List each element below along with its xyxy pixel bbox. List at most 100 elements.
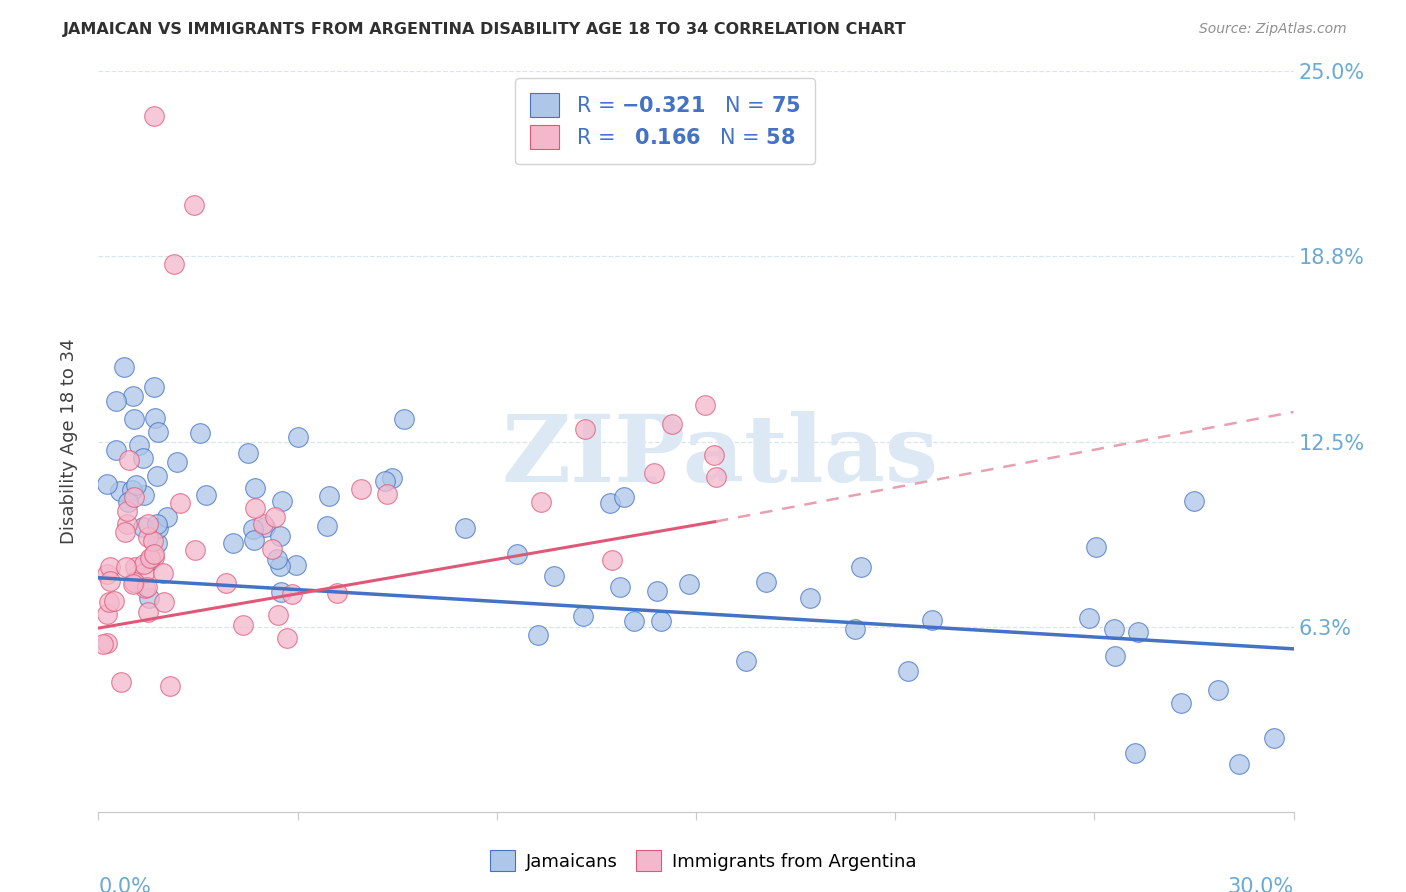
Point [897,664,920,678]
Point [98,594,121,608]
Point [104,393,127,408]
Point [253,520,276,534]
Point [266,552,288,566]
Point [1104,648,1126,663]
Point [139,550,162,565]
Point [1102,622,1125,636]
Point [139,553,162,567]
Point [169,496,191,510]
Legend: R = $\bf{-0.321}$   N = $\bf{75}$, R =   $\bf{0.166}$   N = $\bf{58}$: R = $\bf{-0.321}$ N = $\bf{75}$, R = $\b… [515,78,815,164]
Point [1227,756,1250,771]
Point [530,495,553,509]
Point [270,585,292,599]
Point [280,587,302,601]
Point [114,525,136,540]
Point [1125,746,1147,760]
Point [375,486,398,500]
Point [117,495,139,509]
Point [851,559,873,574]
Point [134,557,156,571]
Point [163,257,186,271]
Point [112,359,135,374]
Point [252,517,274,532]
Point [661,417,683,432]
Point [115,504,138,518]
Point [153,595,176,609]
Point [188,426,211,441]
Point [143,380,166,394]
Point [1084,540,1107,554]
Point [121,389,143,403]
Point [799,591,821,606]
Point [121,483,143,498]
Text: ZIPatlas: ZIPatlas [502,411,938,501]
Point [276,632,298,646]
Point [245,500,267,515]
Point [678,577,700,591]
Point [143,547,166,561]
Point [287,430,309,444]
Point [392,412,415,426]
Point [704,470,727,484]
Point [96,567,118,582]
Point [143,109,166,123]
Point [134,566,156,580]
Point [136,530,159,544]
Point [350,483,373,497]
Point [647,583,669,598]
Point [115,559,138,574]
Point [1182,493,1205,508]
Point [105,443,128,458]
Point [623,614,645,628]
Point [221,536,243,550]
Point [285,558,308,572]
Point [1206,683,1229,698]
Point [215,576,238,591]
Text: Source: ZipAtlas.com: Source: ZipAtlas.com [1199,22,1347,37]
Point [117,453,139,467]
Point [98,560,121,574]
Point [527,628,550,642]
Point [108,483,131,498]
Point [374,474,396,488]
Text: 30.0%: 30.0% [1227,877,1294,892]
Point [264,510,287,524]
Point [267,607,290,622]
Point [131,451,153,466]
Point [122,577,145,591]
Point [600,553,623,567]
Point [574,421,596,435]
Point [755,575,778,590]
Point [238,446,260,460]
Point [124,412,146,426]
Point [96,636,118,650]
Point [243,533,266,548]
Point [134,581,156,595]
Point [326,586,349,600]
Point [146,536,169,550]
Point [269,529,291,543]
Point [156,510,179,524]
Point [136,580,159,594]
Point [1263,731,1285,745]
Point [115,517,138,532]
Point [148,521,170,535]
Point [138,591,160,606]
Point [142,533,165,548]
Point [316,519,339,533]
Point [844,623,866,637]
Text: 0.0%: 0.0% [98,877,152,892]
Point [184,543,207,558]
Point [609,580,631,594]
Point [91,637,114,651]
Point [98,574,121,589]
Point [543,569,565,583]
Point [921,614,943,628]
Point [124,478,146,492]
Point [146,469,169,483]
Text: JAMAICAN VS IMMIGRANTS FROM ARGENTINA DISABILITY AGE 18 TO 34 CORRELATION CHART: JAMAICAN VS IMMIGRANTS FROM ARGENTINA DI… [63,22,907,37]
Point [1126,624,1149,639]
Point [96,477,118,491]
Point [122,490,145,504]
Point [128,438,150,452]
